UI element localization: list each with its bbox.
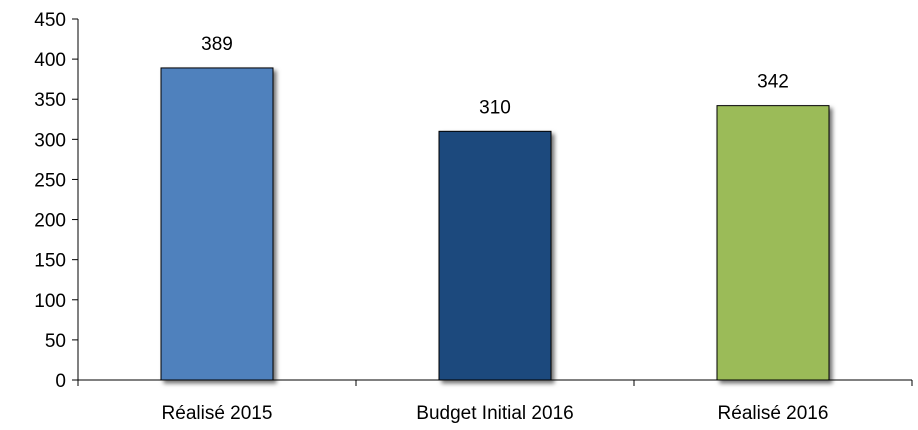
y-tick-label: 0 (55, 371, 66, 392)
y-tick-label: 300 (34, 130, 66, 151)
y-tick-label: 100 (34, 291, 66, 312)
bar (716, 105, 830, 381)
y-tick-label: 350 (34, 90, 66, 111)
y-axis: 0 50 100 150 200 250 300 350 400 450 (34, 10, 79, 392)
y-tick-label: 150 (34, 251, 66, 272)
y-tick-label: 400 (34, 50, 66, 71)
x-category-label: Budget Initial 2016 (416, 403, 573, 424)
y-tick-label: 200 (34, 211, 66, 232)
data-label: 310 (479, 97, 511, 118)
data-label: 342 (757, 72, 789, 93)
x-category-label: Réalisé 2015 (162, 403, 273, 424)
bar (438, 130, 552, 381)
y-tick-label: 50 (45, 331, 66, 352)
bar (160, 67, 274, 381)
data-label: 389 (201, 34, 233, 55)
data-labels-group: 389 310 342 (201, 34, 789, 118)
x-category-label: Réalisé 2016 (718, 403, 829, 424)
y-tick-label: 250 (34, 170, 66, 191)
bars-group (160, 67, 830, 381)
x-axis: Réalisé 2015 Budget Initial 2016 Réalisé 2… (77, 379, 913, 424)
y-tick-label: 450 (34, 10, 66, 31)
